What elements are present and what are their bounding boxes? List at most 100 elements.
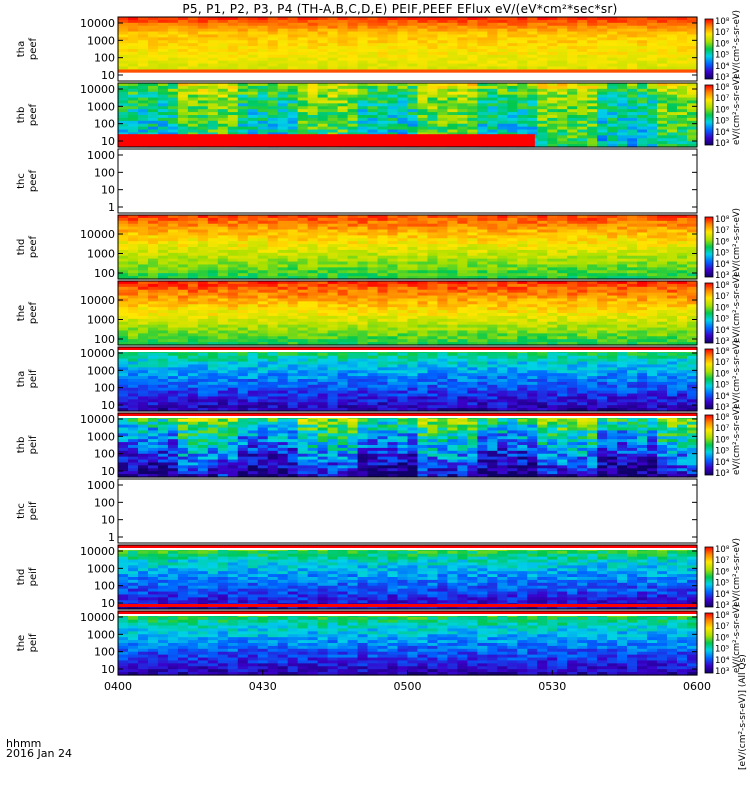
- heatmap-cell: [118, 109, 129, 113]
- heatmap-cell: [227, 37, 239, 41]
- heatmap-cell: [457, 267, 468, 271]
- heatmap-cell: [267, 258, 279, 263]
- colorbar-scale: [704, 216, 714, 278]
- heatmap-cell: [457, 281, 468, 285]
- heatmap-cell: [457, 100, 468, 104]
- heatmap-cell: [447, 100, 459, 104]
- heatmap-cell: [467, 109, 478, 113]
- heatmap-cell: [397, 315, 409, 320]
- heatmap-cell: [227, 94, 239, 99]
- heatmap-cell: [287, 324, 299, 329]
- heatmap-cell: [167, 301, 179, 305]
- heatmap-cell: [517, 286, 528, 291]
- heatmap-cell: [467, 40, 478, 44]
- heatmap-cell: [557, 261, 568, 266]
- heatmap-cell: [127, 120, 139, 125]
- heatmap-cell: [347, 307, 359, 311]
- y-tick-label: 100: [94, 166, 115, 179]
- heatmap-cell: [357, 252, 369, 257]
- heatmap-cell: [537, 258, 548, 263]
- heatmap-cell: [547, 229, 558, 234]
- heatmap-cell: [587, 129, 598, 134]
- heatmap-cell: [307, 273, 319, 277]
- heatmap-cell: [427, 25, 439, 30]
- heatmap-cell: [257, 270, 269, 274]
- heatmap-cell: [587, 37, 598, 41]
- heatmap-cell: [377, 34, 389, 38]
- heatmap-cell: [377, 51, 389, 56]
- heatmap-cell: [567, 129, 578, 134]
- heatmap-cell: [207, 40, 219, 44]
- heatmap-cell: [687, 267, 698, 271]
- heatmap-cell: [597, 270, 608, 274]
- heatmap-cell: [657, 126, 668, 131]
- heatmap-cell: [227, 283, 239, 288]
- heatmap-cell: [307, 28, 319, 33]
- heatmap-cell: [627, 226, 638, 231]
- heatmap-cell: [357, 37, 369, 41]
- heatmap-cell: [417, 17, 429, 21]
- heatmap-cell: [627, 135, 638, 139]
- heatmap-cell: [417, 307, 429, 311]
- heatmap-cell: [637, 88, 648, 93]
- heatmap-cell: [147, 120, 159, 125]
- heatmap-cell: [477, 19, 488, 24]
- heatmap-cell: [207, 307, 219, 311]
- heatmap-cell: [397, 249, 409, 254]
- heatmap-cell: [507, 321, 518, 326]
- heatmap-cell: [137, 252, 149, 257]
- heatmap-cell: [457, 22, 468, 27]
- heatmap-cell: [557, 66, 568, 70]
- heatmap-cell: [377, 281, 389, 285]
- heatmap-cell: [227, 264, 239, 268]
- heatmap-cell: [327, 327, 339, 332]
- heatmap-cell: [597, 267, 608, 271]
- heatmap-cell: [157, 22, 169, 27]
- heatmap-cell: [207, 223, 219, 228]
- heatmap-cell: [447, 252, 459, 257]
- heatmap-cell: [547, 238, 558, 242]
- heatmap-cell: [477, 307, 488, 311]
- heatmap-cell: [517, 120, 528, 125]
- heatmap-cell: [187, 97, 199, 102]
- heatmap-cell: [667, 264, 678, 268]
- heatmap-cell: [517, 85, 528, 90]
- heatmap-cell: [517, 54, 528, 59]
- heatmap-cell: [467, 315, 478, 320]
- heatmap-cell: [527, 238, 538, 242]
- heatmap-cell: [347, 22, 359, 27]
- heatmap-cell: [337, 66, 349, 70]
- heatmap-cell: [637, 43, 648, 47]
- heatmap-cell: [687, 63, 698, 68]
- heatmap-cell: [497, 97, 508, 102]
- heatmap-cell: [267, 226, 279, 231]
- heatmap-cell: [577, 327, 588, 332]
- heatmap-cell: [417, 60, 429, 65]
- heatmap-cell: [557, 276, 568, 280]
- heatmap-cell: [587, 66, 598, 70]
- heatmap-cell: [487, 17, 498, 21]
- heatmap-cell: [347, 28, 359, 33]
- heatmap-cell: [567, 223, 578, 228]
- heatmap-cell: [207, 115, 219, 119]
- heatmap-cell: [377, 286, 389, 291]
- heatmap-cell: [677, 249, 688, 254]
- heatmap-cell: [347, 83, 359, 87]
- heatmap-cell: [277, 261, 289, 266]
- heatmap-cell: [317, 120, 329, 125]
- heatmap-cell: [577, 247, 588, 251]
- heatmap-cell: [487, 298, 498, 302]
- heatmap-cell: [467, 94, 478, 99]
- heatmap-cell: [337, 94, 349, 99]
- heatmap-cell: [497, 252, 508, 257]
- heatmap-cell: [497, 106, 508, 110]
- heatmap-cell: [617, 249, 628, 254]
- heatmap-cell: [207, 289, 219, 294]
- heatmap-cell: [577, 138, 588, 142]
- heatmap-cell: [667, 46, 678, 50]
- heatmap-cell: [118, 66, 129, 70]
- heatmap-cell: [287, 247, 299, 251]
- heatmap-cell: [337, 310, 349, 314]
- heatmap-cell: [277, 298, 289, 302]
- heatmap-cell: [537, 307, 548, 311]
